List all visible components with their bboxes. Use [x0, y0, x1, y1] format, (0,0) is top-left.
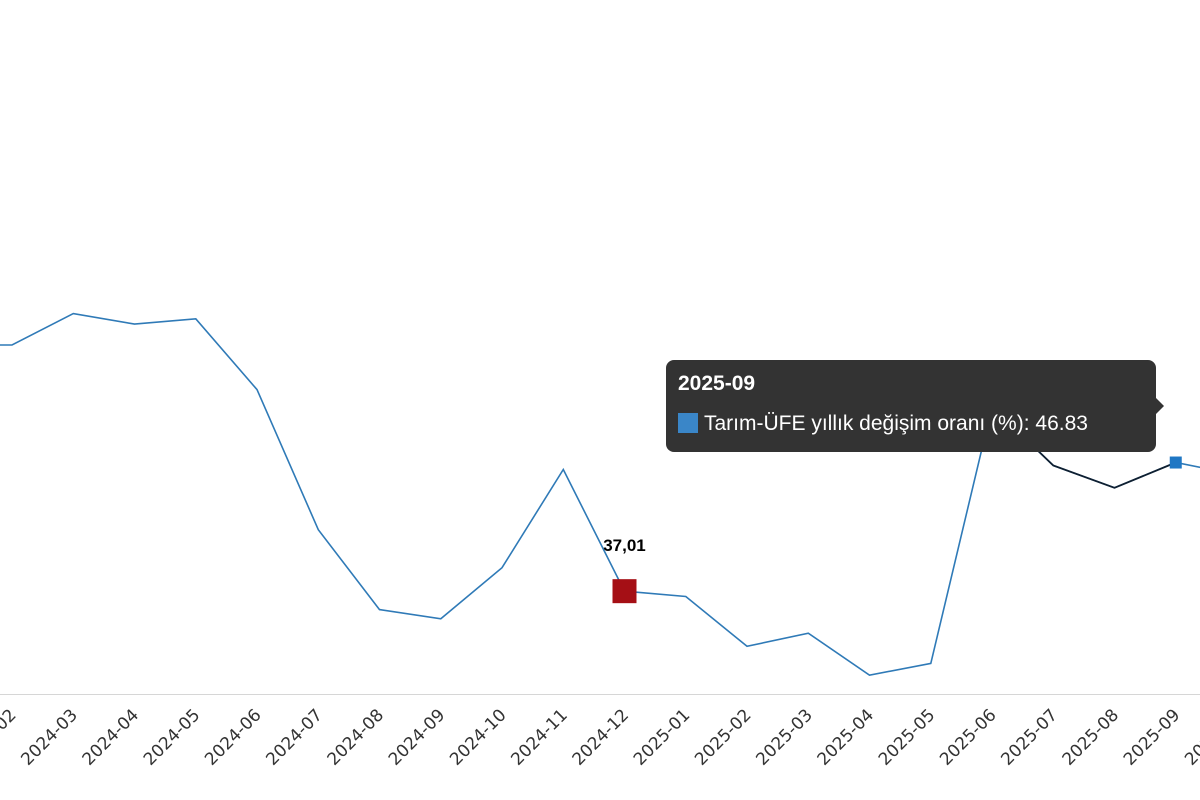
tooltip-value: 46.83 [1035, 412, 1088, 435]
x-tick-label: 2025-07 [997, 705, 1061, 769]
tooltip-row: Tarım-ÜFE yıllık değişim oranı (%): 46.8… [678, 411, 1144, 437]
x-tick-label: 2024-06 [201, 705, 265, 769]
x-tick-label: 2024-08 [324, 705, 388, 769]
x-tick-label: 2025-01 [630, 705, 694, 769]
x-tick-label: 2025-02 [691, 705, 755, 769]
hover-point-marker[interactable] [1169, 456, 1182, 469]
x-tick-label: 2025-09 [1120, 705, 1184, 769]
x-tick-label: 2025-08 [1059, 705, 1123, 769]
x-tick-label: 2024-10 [446, 705, 510, 769]
x-tick-label: 2025-04 [814, 705, 878, 769]
tooltip-series-swatch [678, 413, 698, 433]
x-tick-label: 2024-07 [262, 705, 326, 769]
tooltip-arrow [1156, 398, 1164, 414]
x-tick-label: 2025-03 [752, 705, 816, 769]
x-tick-label: 2025-05 [875, 705, 939, 769]
x-tick-label: 2024-02 [0, 705, 21, 769]
x-tick-label: 2025-06 [936, 705, 1000, 769]
chart-tooltip: 2025-09 Tarım-ÜFE yıllık değişim oranı (… [666, 360, 1164, 452]
x-tick-label: 2024-04 [79, 705, 143, 769]
data-points [612, 456, 1182, 604]
tooltip-title: 2025-09 [678, 372, 756, 395]
highlight-data-label: 37,01 [603, 536, 646, 555]
x-tick-label: 2024-03 [17, 705, 81, 769]
x-tick-label: 2024-12 [569, 705, 633, 769]
x-tick-label: 2025-10 [1181, 705, 1200, 769]
x-tick-label: 2024-11 [507, 705, 571, 769]
x-tick-label: 2024-09 [385, 705, 449, 769]
tooltip-separator: : [1023, 412, 1036, 435]
tooltip-series-name: Tarım-ÜFE yıllık değişim oranı (%) [704, 412, 1024, 435]
x-tick-label: 2024-05 [140, 705, 204, 769]
x-tick-labels: 2024-022024-032024-042024-052024-062024-… [0, 705, 1200, 769]
highlight-point-marker[interactable] [612, 579, 637, 604]
